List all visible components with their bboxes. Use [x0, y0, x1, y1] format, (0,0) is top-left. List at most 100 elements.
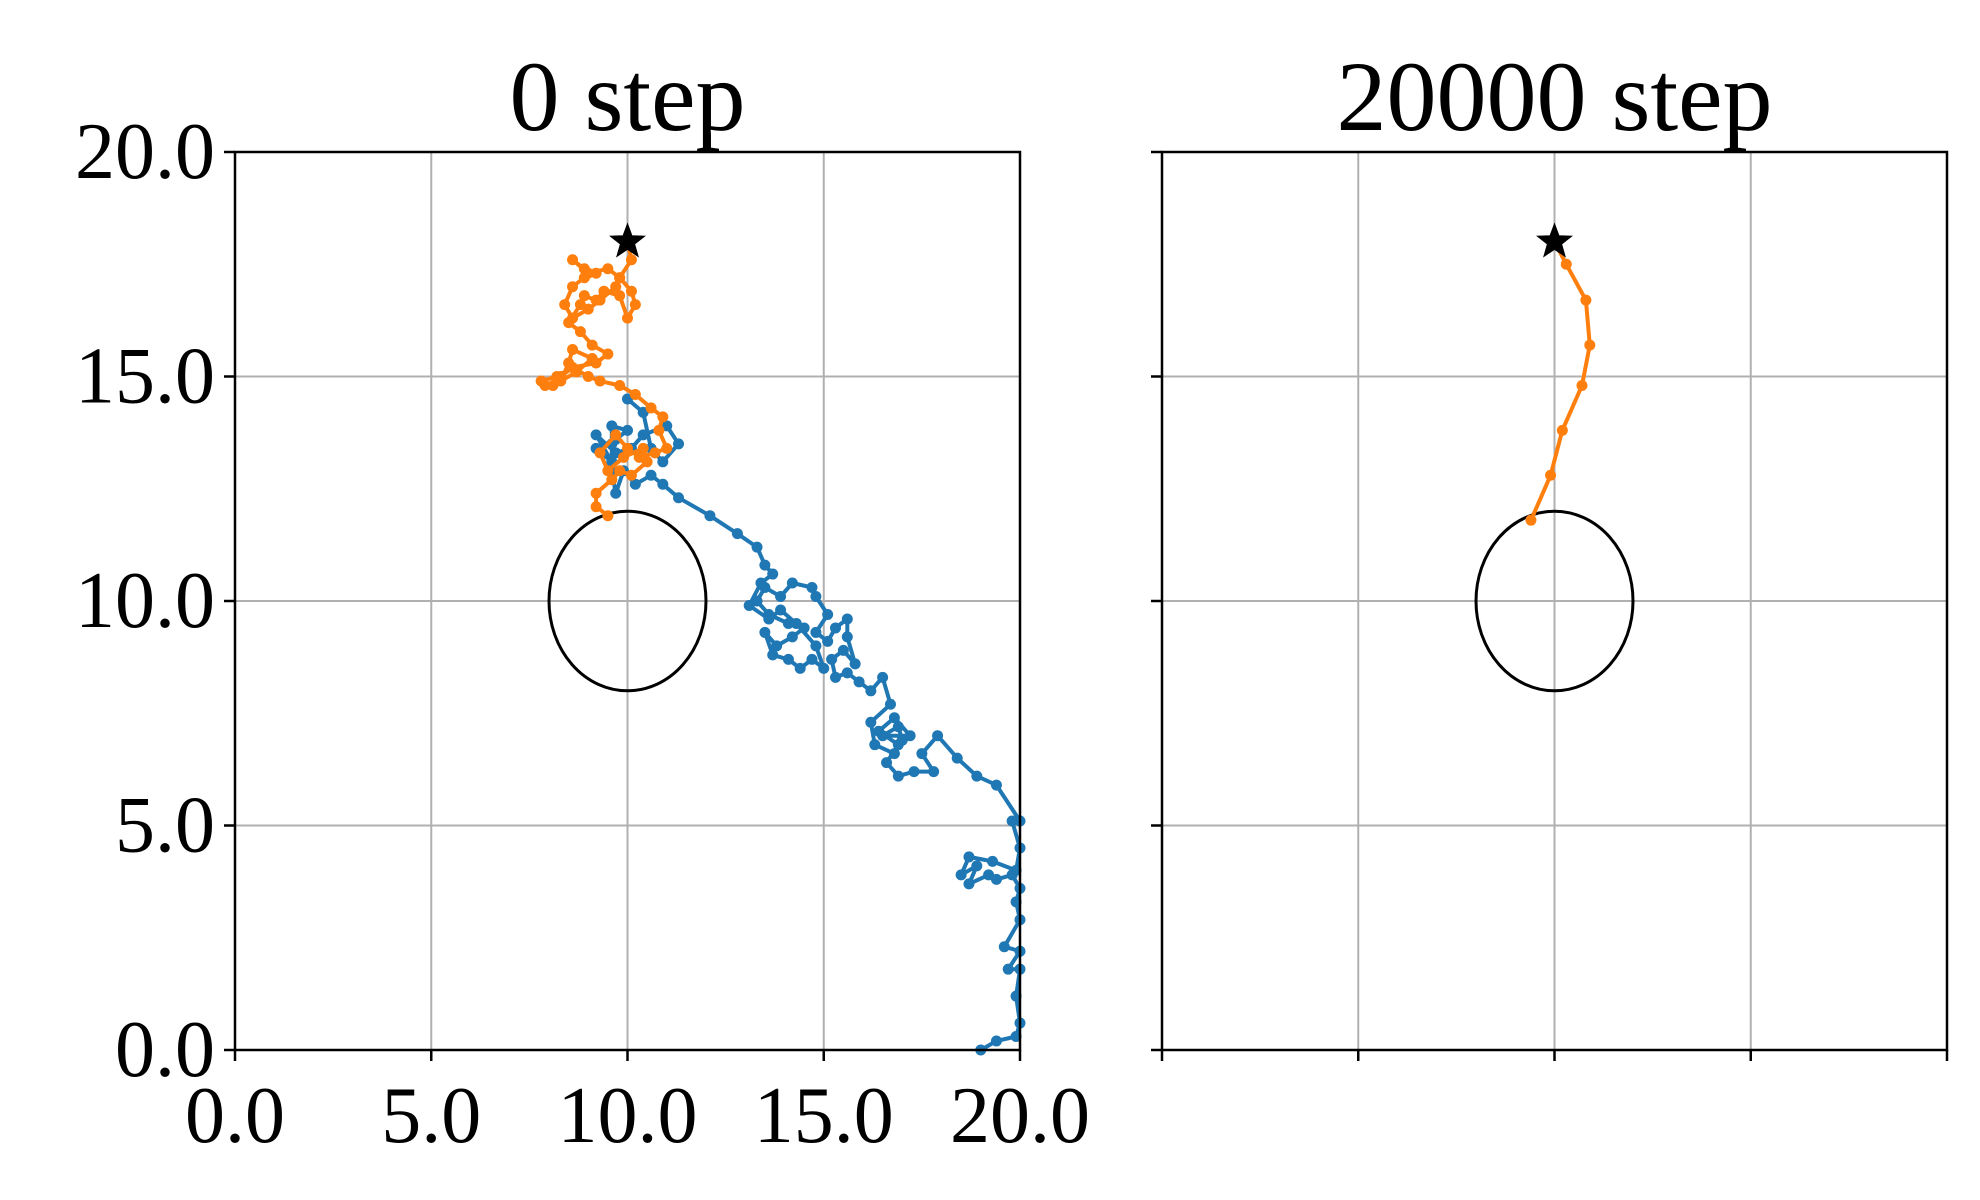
trajectory-point	[625, 285, 637, 297]
trajectory-point	[1556, 424, 1568, 436]
trajectory-point	[963, 851, 975, 863]
trajectory-point	[877, 671, 889, 683]
trajectory-point	[759, 626, 771, 638]
trajectory-point	[998, 941, 1010, 953]
trajectory-point	[653, 424, 665, 436]
trajectory-point	[582, 371, 594, 382]
trajectory-point	[908, 766, 920, 778]
trajectory-point	[586, 339, 598, 351]
trajectory-point	[602, 348, 614, 360]
obstacle-ellipse	[1474, 509, 1635, 693]
trajectory-point	[849, 658, 861, 670]
trajectory-point	[955, 869, 967, 881]
trajectory-point	[637, 442, 649, 454]
trajectory-point	[806, 653, 818, 665]
panel-20000-step: 20000 step	[1151, 41, 1949, 1061]
trajectory-point	[625, 254, 637, 266]
trajectories	[535, 236, 1026, 1056]
trajectory-point	[822, 608, 834, 620]
trajectory-point	[551, 371, 563, 382]
trajectory-point	[767, 649, 779, 661]
trajectory-point	[786, 631, 798, 643]
trajectory-point	[751, 541, 763, 553]
trajectory-point	[810, 591, 822, 603]
x-tick-label: 5.0	[381, 1072, 481, 1160]
trajectory-point	[837, 644, 849, 656]
trajectory-point	[810, 626, 822, 638]
x-tick-label: 0.0	[185, 1072, 285, 1160]
trajectory-point	[637, 429, 649, 441]
trajectory-point	[987, 855, 999, 867]
x-tick-label: 10.0	[558, 1072, 698, 1160]
trajectory-point	[951, 752, 963, 764]
trajectory-point	[606, 474, 618, 486]
trajectory-point	[590, 487, 602, 499]
y-tick-label: 0.0	[115, 1006, 215, 1094]
trajectory-point	[755, 577, 767, 589]
trajectory-point	[841, 667, 853, 679]
y-axis	[1151, 150, 1162, 1052]
trajectory-point	[771, 640, 783, 652]
goal-star	[1536, 222, 1573, 258]
trajectory-point	[841, 631, 853, 643]
trajectory-point	[830, 671, 842, 683]
trajectory-point	[598, 285, 610, 297]
trajectory-point	[618, 451, 630, 463]
x-tick-label: 15.0	[754, 1072, 894, 1160]
panel-0-step: 0 step 0.0 5.0 10.0 15.0 20.0 0.0 5.0 10.0 15.0…	[75, 41, 1090, 1160]
trajectory-point	[610, 281, 622, 293]
trajectory-point	[602, 465, 614, 477]
trajectory-point	[582, 267, 594, 279]
trajectory-point	[661, 442, 673, 454]
trajectory-point	[614, 465, 626, 477]
trajectory-point	[743, 599, 755, 611]
trajectory-point	[704, 510, 716, 522]
trajectory-point	[673, 492, 685, 504]
trajectory-point	[582, 303, 594, 315]
trajectory-point	[1006, 815, 1018, 827]
trajectory-point	[763, 613, 775, 625]
trajectory-point	[614, 379, 626, 391]
trajectory-point	[594, 294, 606, 306]
trajectory-point	[629, 388, 641, 400]
trajectory-point	[884, 698, 896, 710]
trajectory-point	[574, 326, 586, 338]
trajectory-point	[853, 676, 865, 688]
trajectory-point	[869, 739, 881, 751]
trajectory-point	[775, 591, 787, 603]
trajectory-point	[606, 420, 618, 432]
trajectory-point	[1576, 379, 1588, 391]
y-axis: 0.0 5.0 10.0 15.0 20.0	[75, 108, 235, 1094]
trajectory-point	[983, 869, 995, 881]
trajectory-point	[881, 757, 893, 769]
trajectory-point	[963, 878, 975, 890]
trajectory-point	[567, 344, 579, 356]
trajectory-point	[971, 770, 983, 782]
trajectory-point	[567, 254, 579, 266]
trajectory-point	[622, 442, 633, 454]
trajectory-series-1	[535, 236, 673, 522]
trajectory-point	[629, 299, 641, 311]
trajectory-point	[590, 429, 602, 441]
trajectory-point	[928, 766, 940, 778]
trajectory-point	[806, 582, 818, 594]
trajectory-point	[888, 748, 900, 760]
goal-star	[609, 222, 646, 258]
panel-title: 20000 step	[1336, 41, 1772, 152]
trajectory-point	[602, 510, 614, 522]
trajectory-point	[614, 272, 626, 284]
trajectory-point	[657, 411, 669, 423]
trajectory-point	[657, 478, 669, 490]
trajectory-point	[657, 456, 669, 468]
trajectory-point	[822, 635, 834, 647]
trajectory-point	[892, 721, 904, 733]
trajectory-point	[1560, 258, 1572, 270]
trajectory-point	[794, 662, 806, 674]
trajectory-point	[971, 860, 983, 872]
trajectory-point	[1545, 469, 1557, 481]
trajectory-point	[990, 779, 1002, 791]
trajectory-point	[877, 730, 889, 742]
trajectory-point	[590, 267, 602, 279]
trajectory-point	[826, 653, 838, 665]
